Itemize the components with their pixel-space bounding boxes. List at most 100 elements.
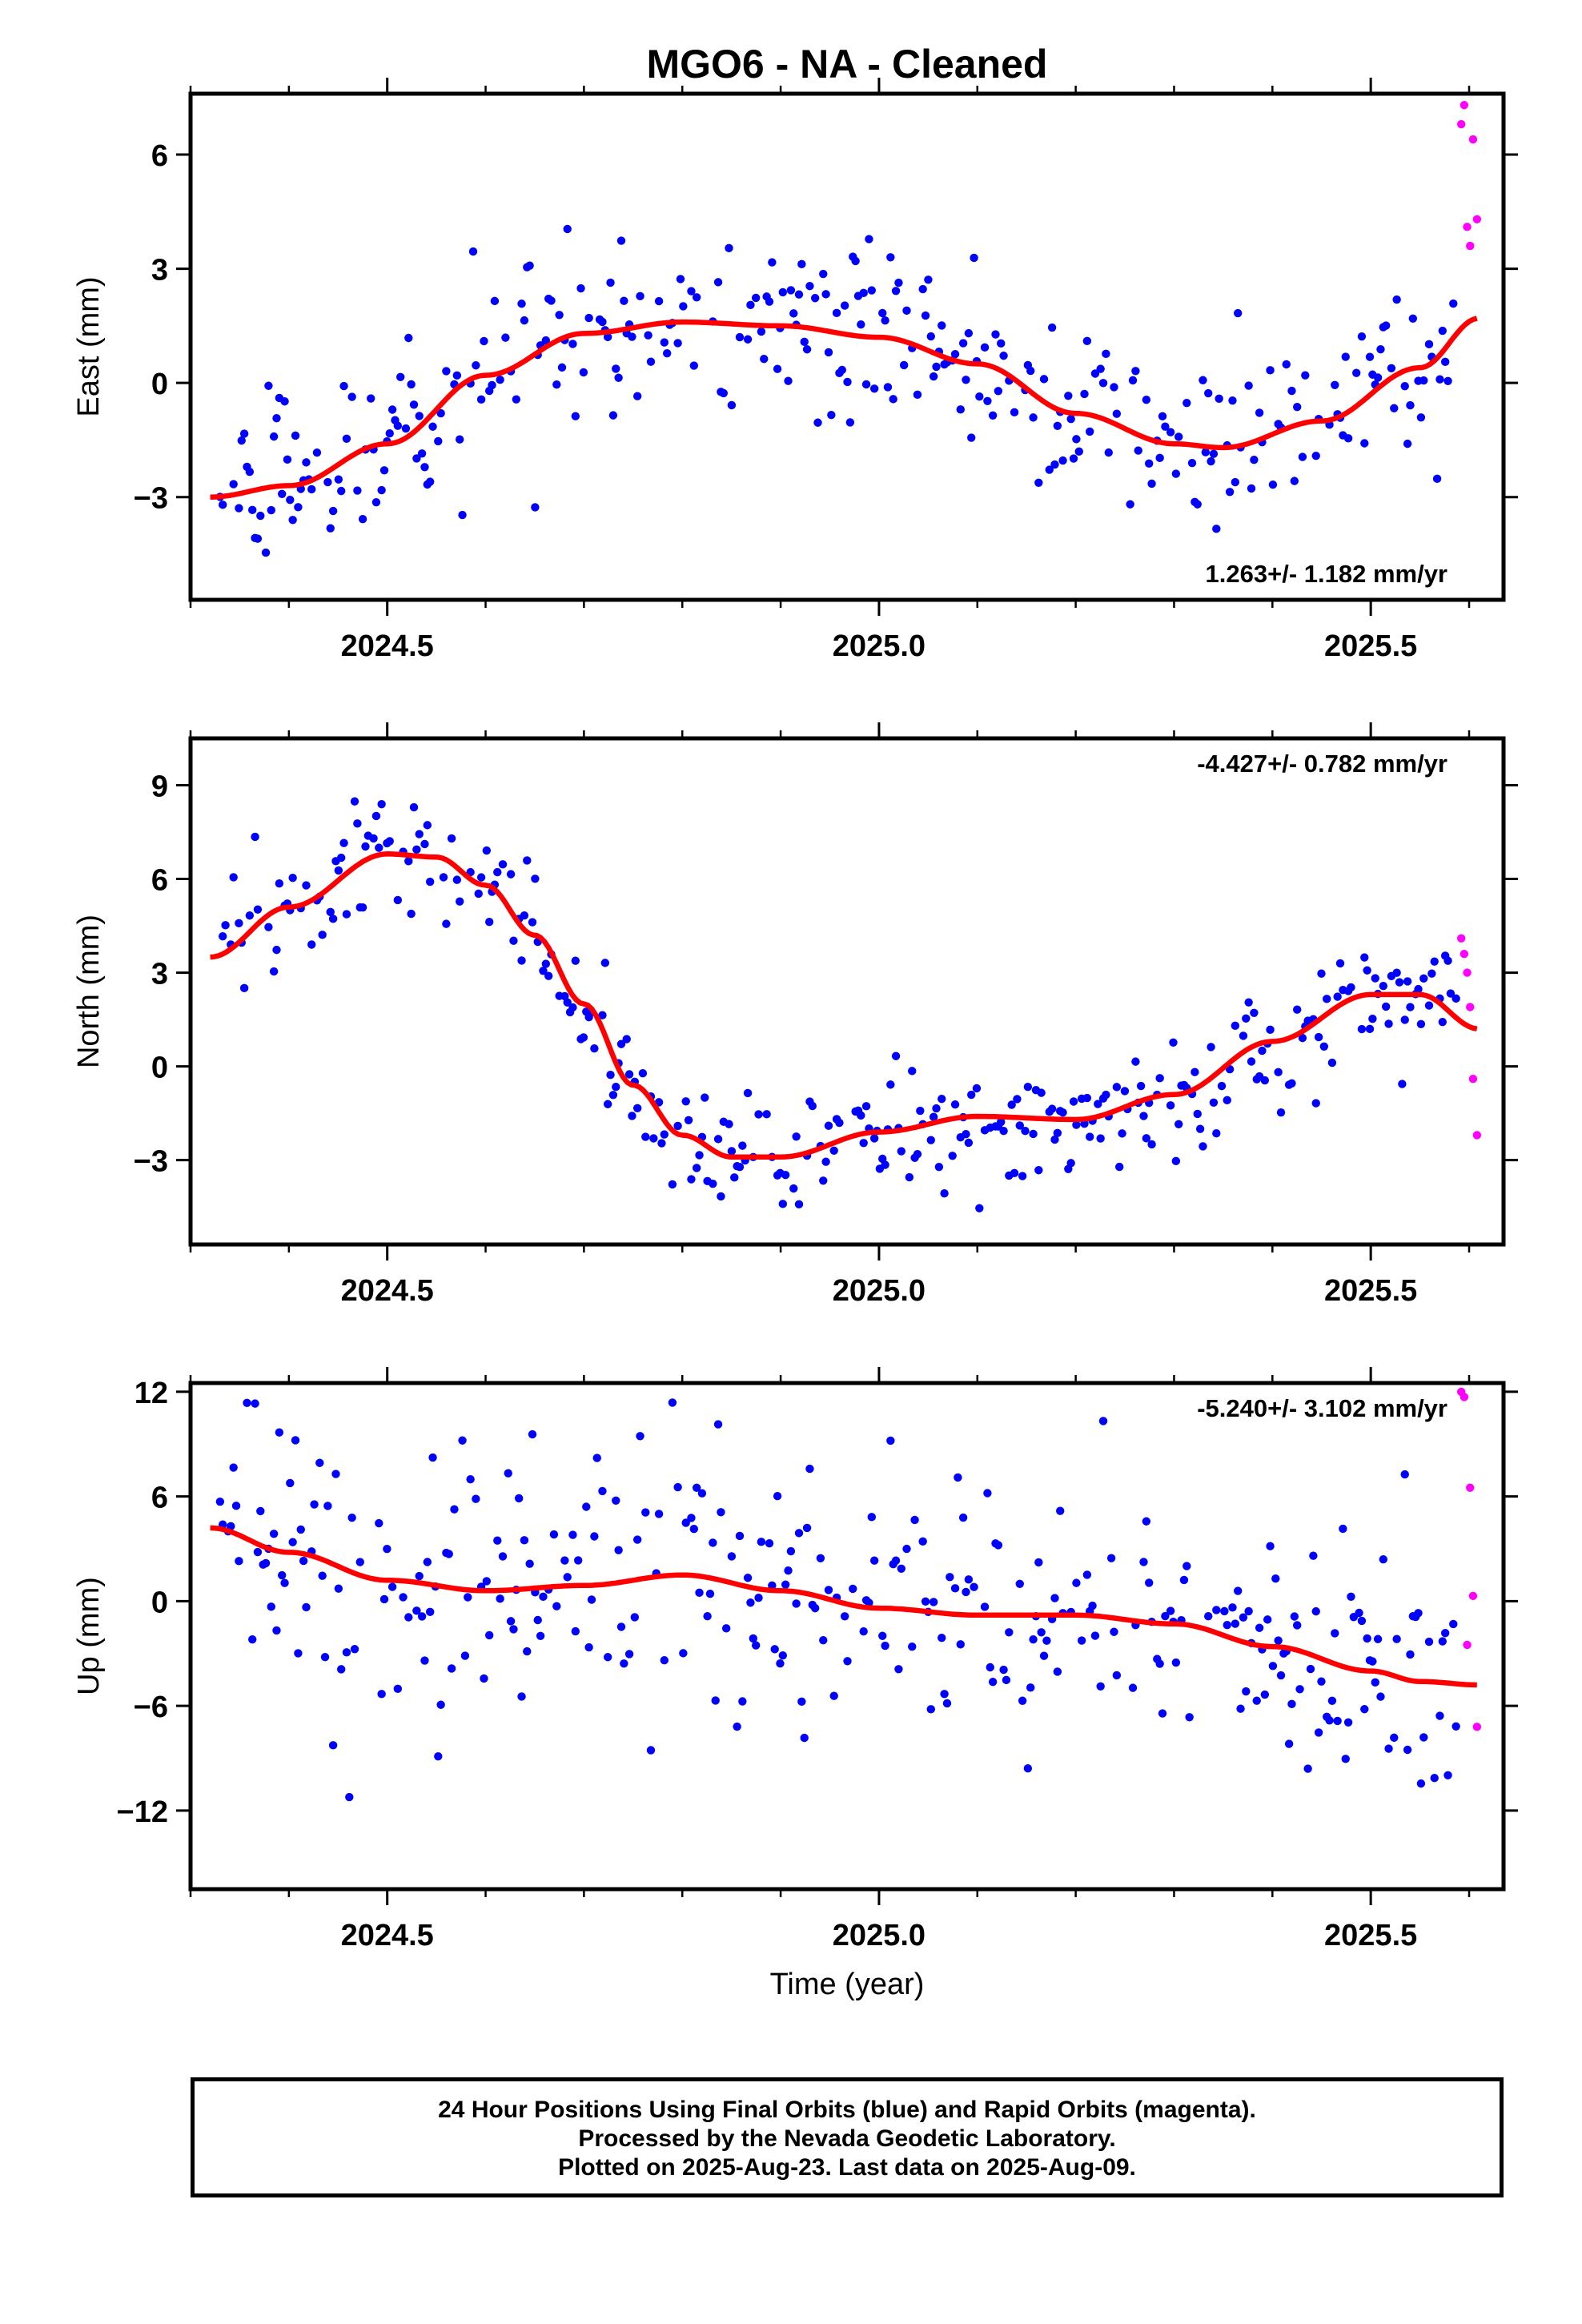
final-orbit-point [560, 1556, 569, 1565]
final-orbit-point [409, 400, 419, 409]
final-orbit-point [1357, 1616, 1367, 1626]
final-orbit-point [1142, 1517, 1151, 1526]
final-orbit-point [824, 348, 833, 357]
final-orbit-point [1287, 1079, 1296, 1088]
final-orbit-point [646, 357, 656, 366]
final-orbit-point [778, 1651, 787, 1660]
rapid-orbit-point [1463, 1640, 1472, 1650]
final-orbit-point [673, 1121, 682, 1131]
final-orbit-point [1045, 465, 1054, 474]
final-orbit-point [859, 1626, 868, 1636]
final-orbit-point [810, 1603, 820, 1613]
final-orbit-point [632, 392, 642, 400]
final-orbit-point [579, 368, 588, 377]
final-orbit-point [509, 936, 518, 945]
final-orbit-point [1234, 308, 1243, 318]
final-orbit-point [616, 1622, 626, 1631]
final-orbit-point [824, 1586, 833, 1594]
final-orbit-point [894, 278, 903, 287]
final-orbit-point [1443, 376, 1452, 386]
final-orbit-point [235, 504, 243, 513]
y-tick-label: 6 [151, 139, 168, 173]
final-orbit-point [886, 253, 895, 262]
final-orbit-point [1090, 369, 1100, 378]
final-orbit-point [219, 931, 227, 941]
final-orbit-point [713, 1135, 723, 1144]
final-orbit-point [1317, 1677, 1326, 1686]
final-orbit-point [1225, 488, 1235, 497]
final-orbit-point [563, 998, 572, 1007]
final-orbit-point [415, 412, 424, 420]
final-orbit-point [1066, 1159, 1075, 1168]
final-orbit-point [1435, 375, 1444, 384]
final-orbit-point [460, 1651, 470, 1660]
final-orbit-point [687, 287, 696, 296]
final-orbit-point [428, 422, 437, 431]
final-orbit-point [1365, 352, 1375, 361]
final-orbit-point [1139, 1558, 1148, 1566]
final-orbit-point [902, 306, 911, 316]
rapid-orbit-point [1472, 1723, 1482, 1731]
final-orbit-point [1096, 364, 1105, 373]
final-orbit-point [1056, 1506, 1065, 1515]
final-orbit-point [1102, 349, 1110, 359]
final-orbit-point [660, 1130, 669, 1139]
final-orbit-point [1443, 956, 1452, 965]
final-orbit-point [480, 1674, 488, 1683]
final-orbit-point [636, 292, 644, 301]
final-orbit-point [1395, 978, 1404, 987]
final-orbit-point [520, 911, 529, 920]
final-orbit-point [1295, 1685, 1304, 1694]
final-orbit-point [958, 339, 968, 348]
final-orbit-point [423, 821, 432, 830]
final-orbit-point [1082, 336, 1092, 346]
final-orbit-point [1347, 1592, 1355, 1601]
final-orbit-point [913, 390, 922, 400]
final-orbit-point [1179, 1575, 1189, 1585]
final-orbit-point [1029, 1129, 1038, 1139]
x-tick-label: 2025.5 [1324, 1274, 1417, 1308]
final-orbit-point [377, 485, 386, 495]
final-orbit-point [849, 1584, 857, 1594]
x-tick-label: 2024.5 [341, 629, 434, 663]
final-orbit-point [921, 311, 930, 320]
rapid-orbit-point [1466, 241, 1475, 251]
final-orbit-point [719, 388, 729, 398]
final-orbit-point [299, 1556, 308, 1566]
final-orbit-point [829, 1146, 838, 1155]
final-orbit-point [881, 1641, 889, 1651]
final-orbit-point [417, 449, 427, 458]
final-orbit-point [253, 905, 263, 914]
final-orbit-point [1333, 1716, 1342, 1726]
final-orbit-point [571, 1626, 580, 1636]
final-orbit-point [835, 1118, 844, 1128]
final-orbit-point [1039, 375, 1049, 384]
final-orbit-point [1381, 1002, 1391, 1011]
final-orbit-point [810, 294, 820, 303]
final-orbit-point [353, 486, 362, 495]
final-orbit-point [420, 839, 429, 849]
final-orbit-point [358, 515, 367, 524]
final-orbit-point [464, 1593, 472, 1602]
final-orbit-point [681, 1097, 690, 1106]
final-orbit-point [482, 1577, 492, 1586]
final-orbit-point [824, 1121, 833, 1130]
final-orbit-point [1072, 1120, 1081, 1129]
y-tick-label: 6 [151, 864, 168, 898]
final-orbit-point [531, 875, 540, 883]
final-orbit-point [1088, 1601, 1097, 1610]
final-orbit-point [1403, 439, 1412, 448]
final-orbit-point [1263, 1615, 1272, 1624]
final-orbit-point [1106, 1554, 1116, 1562]
final-orbit-point [269, 1530, 279, 1538]
final-orbit-point [267, 505, 275, 515]
final-orbit-point [749, 1634, 757, 1643]
final-orbit-point [1403, 977, 1412, 986]
final-orbit-point [1331, 380, 1339, 390]
final-orbit-point [525, 261, 534, 270]
y-tick-label: 0 [151, 1586, 168, 1619]
final-orbit-point [899, 360, 909, 370]
final-orbit-point [1408, 314, 1418, 323]
final-orbit-point [1387, 364, 1396, 373]
